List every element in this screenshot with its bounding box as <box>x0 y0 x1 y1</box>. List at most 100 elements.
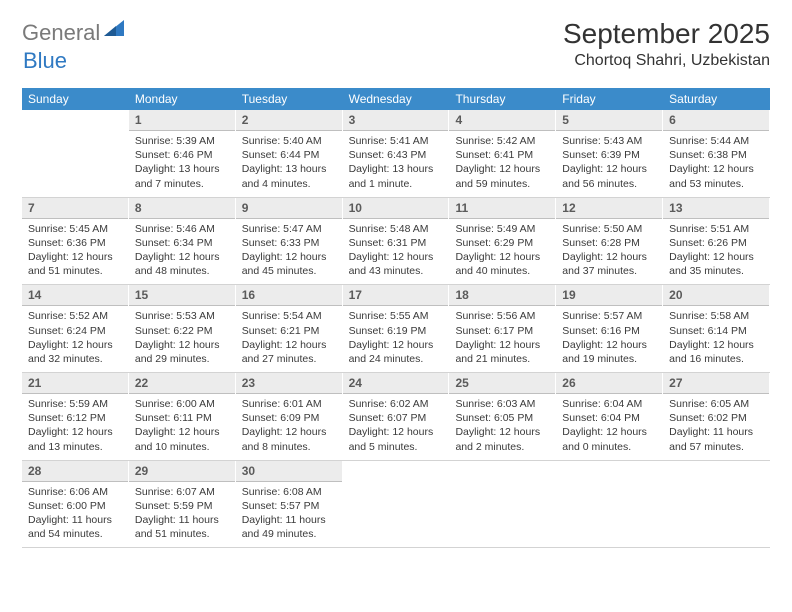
sunset-text: Sunset: 6:09 PM <box>242 411 336 425</box>
calendar-day: 1Sunrise: 5:39 AMSunset: 6:46 PMDaylight… <box>129 110 236 197</box>
sunset-text: Sunset: 6:04 PM <box>562 411 656 425</box>
day-number: 24 <box>343 373 449 394</box>
calendar-week: 21Sunrise: 5:59 AMSunset: 6:12 PMDayligh… <box>22 373 770 461</box>
calendar-week: 28Sunrise: 6:06 AMSunset: 6:00 PMDayligh… <box>22 461 770 549</box>
calendar-day: 23Sunrise: 6:01 AMSunset: 6:09 PMDayligh… <box>236 373 343 460</box>
calendar-day <box>22 110 129 197</box>
sunset-text: Sunset: 6:36 PM <box>28 236 122 250</box>
calendar-day: 2Sunrise: 5:40 AMSunset: 6:44 PMDaylight… <box>236 110 343 197</box>
daylight-text: Daylight: 12 hours and 21 minutes. <box>455 338 549 366</box>
calendar-day: 3Sunrise: 5:41 AMSunset: 6:43 PMDaylight… <box>343 110 450 197</box>
dow-cell: Saturday <box>663 88 770 110</box>
calendar-day: 28Sunrise: 6:06 AMSunset: 6:00 PMDayligh… <box>22 461 129 548</box>
day-details: Sunrise: 5:43 AMSunset: 6:39 PMDaylight:… <box>556 131 662 197</box>
day-details: Sunrise: 6:06 AMSunset: 6:00 PMDaylight:… <box>22 482 128 548</box>
calendar-day: 7Sunrise: 5:45 AMSunset: 6:36 PMDaylight… <box>22 198 129 285</box>
daylight-text: Daylight: 13 hours and 4 minutes. <box>242 162 336 190</box>
daylight-text: Daylight: 12 hours and 56 minutes. <box>562 162 656 190</box>
day-number: 1 <box>129 110 235 131</box>
day-number: 12 <box>556 198 662 219</box>
day-number: 29 <box>129 461 235 482</box>
daylight-text: Daylight: 11 hours and 51 minutes. <box>135 513 229 541</box>
daylight-text: Daylight: 11 hours and 49 minutes. <box>242 513 336 541</box>
calendar-day: 9Sunrise: 5:47 AMSunset: 6:33 PMDaylight… <box>236 198 343 285</box>
day-details: Sunrise: 5:59 AMSunset: 6:12 PMDaylight:… <box>22 394 128 460</box>
sunrise-text: Sunrise: 6:03 AM <box>455 397 549 411</box>
sunset-text: Sunset: 6:41 PM <box>455 148 549 162</box>
sunrise-text: Sunrise: 5:58 AM <box>669 309 763 323</box>
sunrise-text: Sunrise: 5:53 AM <box>135 309 229 323</box>
logo-text-general: General <box>22 20 100 46</box>
day-details: Sunrise: 6:04 AMSunset: 6:04 PMDaylight:… <box>556 394 662 460</box>
day-number: 21 <box>22 373 128 394</box>
sunset-text: Sunset: 5:59 PM <box>135 499 229 513</box>
calendar-day: 5Sunrise: 5:43 AMSunset: 6:39 PMDaylight… <box>556 110 663 197</box>
calendar-week: 7Sunrise: 5:45 AMSunset: 6:36 PMDaylight… <box>22 198 770 286</box>
day-details: Sunrise: 6:05 AMSunset: 6:02 PMDaylight:… <box>663 394 769 460</box>
day-number: 5 <box>556 110 662 131</box>
day-number: 8 <box>129 198 235 219</box>
day-details: Sunrise: 5:45 AMSunset: 6:36 PMDaylight:… <box>22 219 128 285</box>
day-number: 16 <box>236 285 342 306</box>
day-details: Sunrise: 5:57 AMSunset: 6:16 PMDaylight:… <box>556 306 662 372</box>
day-details: Sunrise: 5:54 AMSunset: 6:21 PMDaylight:… <box>236 306 342 372</box>
logo-triangle-icon <box>104 20 124 41</box>
day-number: 26 <box>556 373 662 394</box>
day-details: Sunrise: 5:40 AMSunset: 6:44 PMDaylight:… <box>236 131 342 197</box>
day-number: 7 <box>22 198 128 219</box>
day-details: Sunrise: 6:00 AMSunset: 6:11 PMDaylight:… <box>129 394 235 460</box>
day-of-week-header: SundayMondayTuesdayWednesdayThursdayFrid… <box>22 88 770 110</box>
sunrise-text: Sunrise: 6:05 AM <box>669 397 763 411</box>
sunset-text: Sunset: 6:33 PM <box>242 236 336 250</box>
daylight-text: Daylight: 11 hours and 54 minutes. <box>28 513 122 541</box>
calendar-day: 21Sunrise: 5:59 AMSunset: 6:12 PMDayligh… <box>22 373 129 460</box>
daylight-text: Daylight: 12 hours and 37 minutes. <box>562 250 656 278</box>
day-details: Sunrise: 5:51 AMSunset: 6:26 PMDaylight:… <box>663 219 769 285</box>
daylight-text: Daylight: 12 hours and 19 minutes. <box>562 338 656 366</box>
sunset-text: Sunset: 6:00 PM <box>28 499 122 513</box>
sunset-text: Sunset: 6:16 PM <box>562 324 656 338</box>
day-details: Sunrise: 6:02 AMSunset: 6:07 PMDaylight:… <box>343 394 449 460</box>
sunset-text: Sunset: 6:11 PM <box>135 411 229 425</box>
day-number: 18 <box>449 285 555 306</box>
calendar-day: 8Sunrise: 5:46 AMSunset: 6:34 PMDaylight… <box>129 198 236 285</box>
calendar-day: 27Sunrise: 6:05 AMSunset: 6:02 PMDayligh… <box>663 373 770 460</box>
daylight-text: Daylight: 12 hours and 35 minutes. <box>669 250 763 278</box>
day-number: 14 <box>22 285 128 306</box>
sunset-text: Sunset: 6:07 PM <box>349 411 443 425</box>
sunrise-text: Sunrise: 5:54 AM <box>242 309 336 323</box>
day-number: 3 <box>343 110 449 131</box>
calendar-day: 29 Sunrise: 6:07 AMSunset: 5:59 PMDayligh… <box>129 461 236 548</box>
dow-cell: Friday <box>556 88 663 110</box>
day-details: Sunrise: 5:58 AMSunset: 6:14 PMDaylight:… <box>663 306 769 372</box>
daylight-text: Daylight: 12 hours and 24 minutes. <box>349 338 443 366</box>
sunset-text: Sunset: 6:26 PM <box>669 236 763 250</box>
dow-cell: Thursday <box>449 88 556 110</box>
sunset-text: Sunset: 6:29 PM <box>455 236 549 250</box>
sunrise-text: Sunrise: 6:00 AM <box>135 397 229 411</box>
logo-text-blue: Blue <box>23 48 67 73</box>
day-details: Sunrise: 5:49 AMSunset: 6:29 PMDaylight:… <box>449 219 555 285</box>
daylight-text: Daylight: 12 hours and 32 minutes. <box>28 338 122 366</box>
sunrise-text: Sunrise: 6:07 AM <box>135 485 229 499</box>
sunrise-text: Sunrise: 5:45 AM <box>28 222 122 236</box>
day-details <box>343 468 449 477</box>
daylight-text: Daylight: 12 hours and 45 minutes. <box>242 250 336 278</box>
day-details: Sunrise: 5:52 AMSunset: 6:24 PMDaylight:… <box>22 306 128 372</box>
day-number: 28 <box>22 461 128 482</box>
calendar-day: 13Sunrise: 5:51 AMSunset: 6:26 PMDayligh… <box>663 198 770 285</box>
calendar-day: 26Sunrise: 6:04 AMSunset: 6:04 PMDayligh… <box>556 373 663 460</box>
day-number: 30 <box>236 461 342 482</box>
daylight-text: Daylight: 12 hours and 59 minutes. <box>455 162 549 190</box>
day-details: Sunrise: 5:53 AMSunset: 6:22 PMDaylight:… <box>129 306 235 372</box>
day-number: 4 <box>449 110 555 131</box>
day-details <box>663 468 769 477</box>
sunset-text: Sunset: 6:21 PM <box>242 324 336 338</box>
day-details: Sunrise: 5:46 AMSunset: 6:34 PMDaylight:… <box>129 219 235 285</box>
daylight-text: Daylight: 12 hours and 0 minutes. <box>562 425 656 453</box>
calendar-day: 4Sunrise: 5:42 AMSunset: 6:41 PMDaylight… <box>449 110 556 197</box>
sunset-text: Sunset: 6:19 PM <box>349 324 443 338</box>
calendar-day: 11Sunrise: 5:49 AMSunset: 6:29 PMDayligh… <box>449 198 556 285</box>
day-details: Sunrise: 5:56 AMSunset: 6:17 PMDaylight:… <box>449 306 555 372</box>
location-label: Chortoq Shahri, Uzbekistan <box>563 52 770 70</box>
